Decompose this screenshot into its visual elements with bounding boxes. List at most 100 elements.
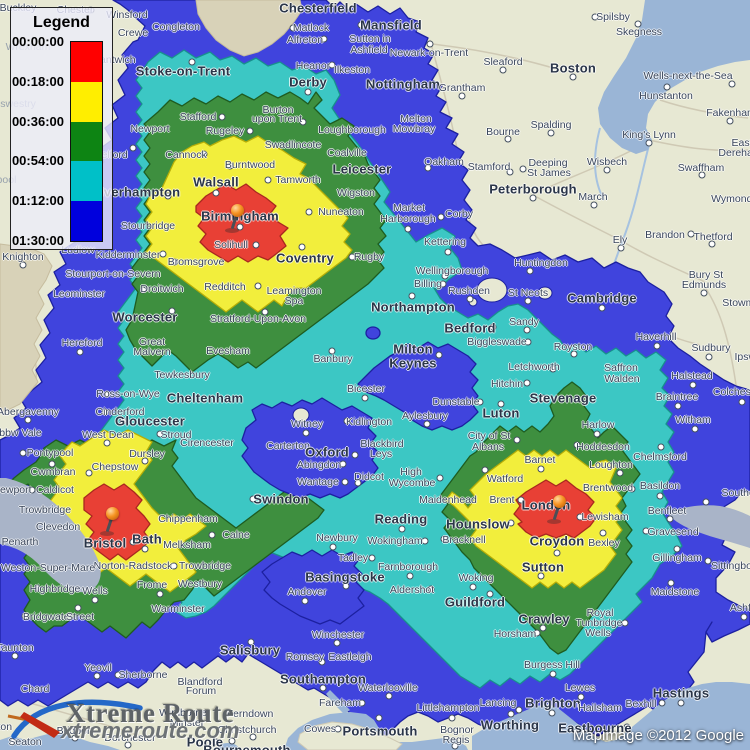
town-dot (424, 164, 432, 172)
pin-head (106, 507, 119, 520)
town-dot (119, 417, 127, 425)
town-dot (673, 545, 681, 553)
legend-panel: Legend 00:00:00 00:18:00 00:36:00 00:54:00 0… (10, 7, 113, 250)
place-label: Eastbourne (558, 720, 632, 736)
place-label: Clevedon (35, 520, 81, 533)
place-label: Blackbird (360, 437, 404, 450)
place-label: Ilkeston (333, 63, 371, 76)
town-dot (677, 699, 685, 707)
place-label: Royston (553, 340, 593, 353)
town-dot (656, 492, 664, 500)
place-label: Wymondham (711, 192, 750, 205)
place-label: Knighton (2, 250, 44, 263)
place-label: Cirencester (180, 436, 234, 449)
place-label: Winchester (311, 628, 365, 641)
place-label: Burntwood (224, 158, 276, 171)
town-dot (704, 557, 712, 565)
legend-time-label: 01:30:00 (11, 233, 64, 248)
place-label: Cannock (165, 148, 207, 161)
place-label: Crewe (117, 26, 149, 39)
town-dot (726, 117, 734, 125)
place-label: St Neots (507, 286, 549, 299)
town-dot (458, 92, 466, 100)
town-dot (91, 596, 99, 604)
place-label: Maidenhead (419, 493, 477, 506)
place-label: Mowbray (392, 122, 436, 135)
town-dot (21, 612, 29, 620)
town-dot (212, 189, 220, 197)
place-label: Tadley (337, 551, 369, 564)
place-label: Gillingham (652, 551, 702, 564)
town-dot (156, 430, 164, 438)
town-dot (687, 230, 695, 238)
town-dot (254, 282, 262, 290)
place-label: Bristol (83, 535, 127, 551)
town-dot (599, 529, 607, 537)
place-label: Wimborne (159, 706, 207, 719)
place-label: Caldicot (36, 483, 74, 496)
town-dot (141, 457, 149, 465)
place-label: Wycombe (388, 476, 436, 489)
place-label: Forum (185, 684, 217, 697)
town-dot (523, 326, 531, 334)
place-label: Blandford (177, 675, 223, 688)
place-label: Saffron (604, 361, 638, 374)
place-label: Sleaford (483, 55, 523, 68)
map-attribution: Mapimage ©2012 Google (572, 727, 744, 744)
legend-swatch (71, 42, 102, 82)
place-label: Bridport (56, 724, 94, 737)
town-dot (426, 40, 434, 48)
town-dot (444, 248, 452, 256)
town-dot (328, 61, 336, 69)
town-dot (264, 176, 272, 184)
place-label: Lewes (564, 681, 596, 694)
town-dot (24, 416, 32, 424)
town-dot (451, 742, 459, 750)
legend-swatch (71, 121, 102, 162)
place-label: West Dean (82, 428, 134, 441)
town-dot (218, 113, 226, 121)
place-label: Weston-Super-Mare (0, 561, 96, 574)
place-label: Andover (287, 585, 327, 598)
place-label: Swindon (253, 491, 309, 507)
place-label: Swadlincote (264, 138, 322, 151)
location-pin-london[interactable] (545, 495, 571, 525)
town-dot (617, 244, 625, 252)
place-label: Edmunds (681, 278, 727, 291)
town-dot (469, 583, 477, 591)
place-label: Halstead (671, 369, 713, 382)
place-label: Waterlooville (358, 681, 418, 694)
town-dot (236, 223, 244, 231)
legend-time-label: 01:12:00 (11, 193, 64, 209)
place-label: Cwmbran (30, 465, 76, 478)
place-label: Walsall (193, 174, 239, 190)
place-label: Bracknell (442, 533, 486, 546)
town-dot (301, 597, 309, 605)
place-label: Colchester (712, 385, 750, 398)
place-label: Wisbech (586, 155, 628, 168)
place-label: Stevenage (529, 390, 597, 406)
place-label: Letchworth (508, 360, 560, 373)
place-label: Keynes (389, 355, 437, 371)
terrain-hills (0, 0, 303, 413)
place-label: Bexhill (625, 697, 657, 710)
place-label: Huntingdon (514, 256, 568, 269)
town-dot (421, 537, 429, 545)
place-label: Brentwood (582, 481, 634, 494)
place-label: Farnborough (377, 560, 439, 573)
place-label: Malvern (133, 345, 171, 358)
place-label: Bury St (688, 268, 724, 281)
place-label: Southampton (280, 671, 366, 687)
place-label: Penarth (1, 535, 39, 548)
place-label: Ipswich (734, 350, 750, 363)
location-pin-bristol[interactable] (98, 507, 124, 537)
place-label: Burton (262, 103, 294, 116)
legend-swatch (71, 201, 102, 241)
town-dot (448, 714, 456, 722)
location-pin-birmingham[interactable] (223, 204, 249, 234)
town-dot (170, 562, 178, 570)
place-label: Droitwich (140, 282, 184, 295)
place-label: High (400, 465, 422, 478)
